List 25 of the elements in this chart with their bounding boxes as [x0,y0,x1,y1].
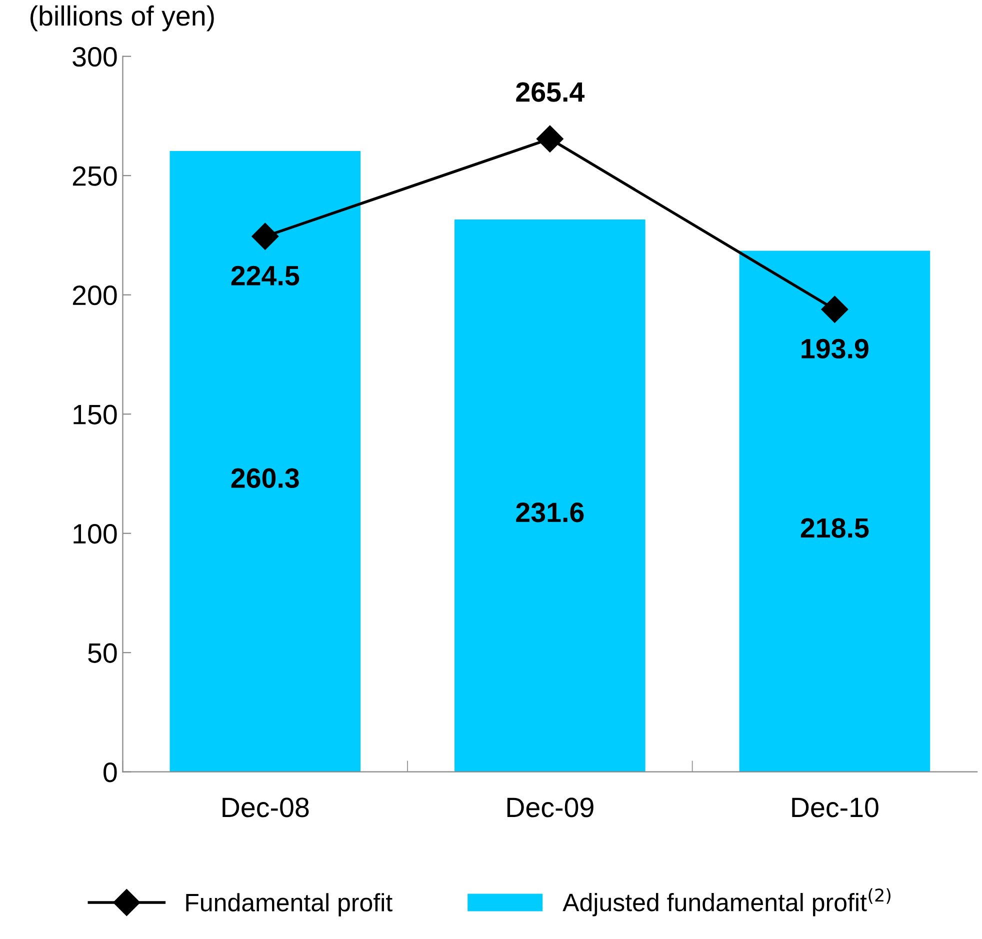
y-tick-label: 0 [104,762,117,782]
y-tick-label: 50 [88,643,117,663]
point [252,222,279,250]
y-tick-label: 100 [74,524,117,544]
data-label: 265.4 [516,82,585,102]
bar [454,219,646,772]
data-label: 193.9 [802,338,868,359]
legend-label: Adjusted fundamental profit$^{(2)}$ [562,888,890,916]
bar [739,250,930,772]
y-tick-label: 150 [74,404,117,424]
x-tick-label: Dec-08 [222,798,309,818]
data-label: 260.3 [231,468,299,488]
data-label: 231.6 [516,502,584,522]
point [536,125,564,152]
x-tick-label: Dec-09 [507,798,594,818]
y-axis-title: (billions of yen) [30,5,214,32]
legend-label: Fundamental profit [186,893,392,916]
y-tick-label: 250 [72,166,117,186]
bar [170,151,361,772]
y-tick-label: 200 [72,286,117,306]
x-tick-label: Dec-10 [792,798,878,818]
data-label: 218.5 [800,518,869,538]
point [821,296,848,323]
data-label: 224.5 [231,266,300,286]
y-tick-label: 300 [72,47,117,67]
